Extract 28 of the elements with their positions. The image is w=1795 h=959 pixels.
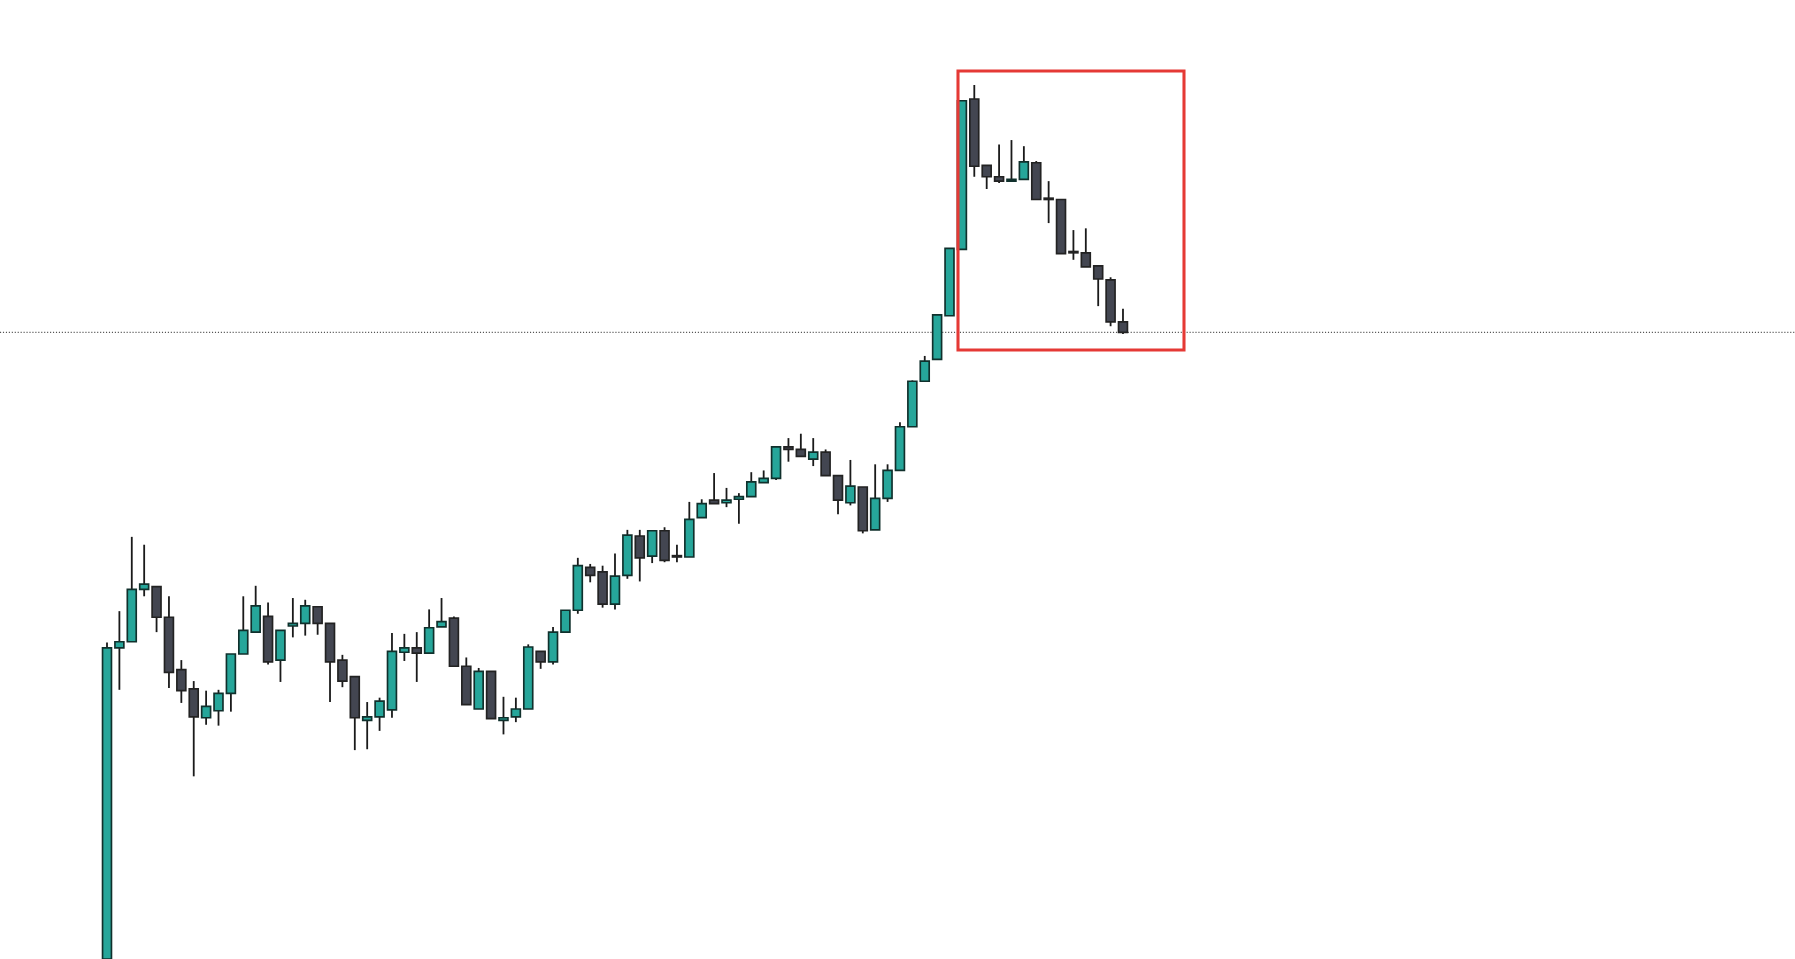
candlestick xyxy=(510,696,522,724)
candlestick xyxy=(708,472,720,505)
candlestick xyxy=(374,696,385,732)
candlestick xyxy=(200,689,212,726)
candlestick xyxy=(721,487,732,509)
candlestick xyxy=(634,528,646,583)
candlestick xyxy=(312,605,323,636)
candlestick xyxy=(411,631,423,683)
candlestick xyxy=(1068,229,1079,261)
candlestick xyxy=(337,653,348,689)
candlestick xyxy=(560,609,571,633)
candlestick xyxy=(1092,264,1104,308)
candlestick xyxy=(138,543,150,598)
candlestick xyxy=(993,143,1005,184)
candlestick xyxy=(1006,139,1017,183)
candlestick xyxy=(733,492,745,525)
candlestick xyxy=(783,437,794,463)
candlestick xyxy=(361,701,373,751)
candlestick xyxy=(498,695,509,736)
candlestick xyxy=(436,597,447,628)
candlestick xyxy=(795,432,807,458)
candlestick xyxy=(1117,307,1129,335)
candlestick xyxy=(287,597,299,639)
candlestick xyxy=(213,688,224,727)
candlestick xyxy=(696,498,708,519)
candlestick xyxy=(1018,145,1030,181)
candlestick xyxy=(1080,227,1092,268)
candlestick xyxy=(820,448,831,477)
